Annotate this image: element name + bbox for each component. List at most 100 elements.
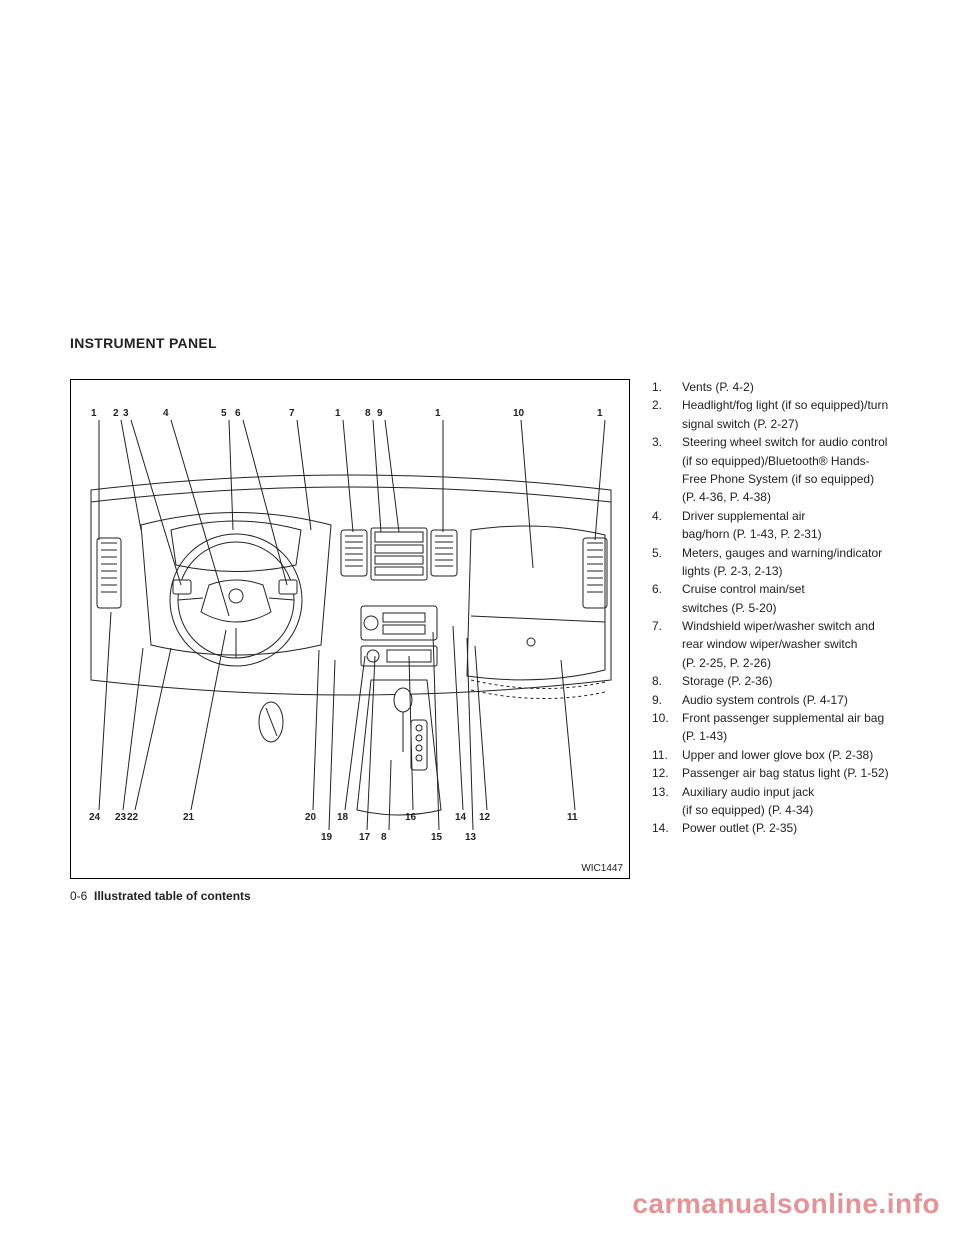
callout-number: 6 [235,408,241,419]
callout-number: 2 [113,408,119,419]
figure-box: 12345671891101 2423222120181614121119178… [70,379,630,879]
legend-text: Power outlet (P. 2-35) [682,820,890,837]
callout-number: 1 [91,408,97,419]
legend-text: Windshield wiper/washer switch and [682,618,890,635]
legend-number: 10. [652,710,682,727]
legend-number: 8. [652,673,682,690]
legend-number: 13. [652,784,682,801]
legend-number [652,416,682,433]
legend-text: switches (P. 5-20) [682,600,890,617]
legend-text: (P. 4-36, P. 4-38) [682,489,890,506]
legend-text: (P. 1-43) [682,728,890,745]
callout-number: 23 [115,812,126,823]
callout-number: 11 [567,812,578,823]
legend-number [652,526,682,543]
legend-text: lights (P. 2-3, 2-13) [682,563,890,580]
legend-text: Vents (P. 4-2) [682,379,890,396]
legend-line: bag/horn (P. 1-43, P. 2-31) [652,526,890,543]
callout-number: 22 [127,812,138,823]
legend-line: Free Phone System (if so equipped) [652,471,890,488]
legend-text: Auxiliary audio input jack [682,784,890,801]
legend-line: 10.Front passenger supplemental air bag [652,710,890,727]
legend-line: 2.Headlight/fog light (if so equipped)/t… [652,397,890,414]
callout-number: 21 [183,812,194,823]
legend-number [652,563,682,580]
legend-text: Driver supplemental air [682,508,890,525]
legend-text: (P. 2-25, P. 2-26) [682,655,890,672]
dashboard-diagram [71,380,631,880]
legend-line: 9.Audio system controls (P. 4-17) [652,692,890,709]
legend-line: 4.Driver supplemental air [652,508,890,525]
legend-line: 5.Meters, gauges and warning/indicator [652,545,890,562]
legend-number: 9. [652,692,682,709]
callout-number: 8 [365,408,371,419]
legend-line: 14.Power outlet (P. 2-35) [652,820,890,837]
legend-column: 1.Vents (P. 4-2)2.Headlight/fog light (i… [652,379,890,903]
legend-number [652,802,682,819]
legend-number: 4. [652,508,682,525]
callout-number: 1 [335,408,341,419]
legend-number: 14. [652,820,682,837]
legend-line: (if so equipped) (P. 4-34) [652,802,890,819]
legend-line: rear window wiper/washer switch [652,636,890,653]
legend-text: Headlight/fog light (if so equipped)/tur… [682,397,890,414]
legend-number: 5. [652,545,682,562]
legend-number: 3. [652,434,682,451]
figure-code: WIC1447 [581,863,623,874]
callout-number: 19 [321,832,332,843]
callout-number: 5 [221,408,227,419]
legend-number [652,636,682,653]
legend-number: 7. [652,618,682,635]
page-number: 0-6 [70,889,87,903]
callout-number: 20 [305,812,316,823]
legend-number: 12. [652,765,682,782]
content-row: 12345671891101 2423222120181614121119178… [70,379,890,903]
legend-text: Upper and lower glove box (P. 2-38) [682,747,890,764]
callout-number: 1 [597,408,603,419]
callout-number: 13 [465,832,476,843]
callout-number: 18 [337,812,348,823]
callout-number: 17 [359,832,370,843]
page-footer: 0-6 Illustrated table of contents [70,889,630,903]
legend-line: 12.Passenger air bag status light (P. 1-… [652,765,890,782]
callout-number: 3 [123,408,129,419]
callout-number: 8 [381,832,387,843]
legend-line: (P. 4-36, P. 4-38) [652,489,890,506]
legend-text: (if so equipped)/Bluetooth® Hands- [682,453,890,470]
legend-number [652,471,682,488]
callout-number: 9 [377,408,383,419]
legend-line: 6.Cruise control main/set [652,581,890,598]
legend-text: Audio system controls (P. 4-17) [682,692,890,709]
legend-number [652,655,682,672]
callout-number: 24 [89,812,100,823]
legend-text: (if so equipped) (P. 4-34) [682,802,890,819]
callout-number: 14 [455,812,466,823]
watermark: carmanualsonline.info [632,1188,940,1220]
legend-line: 3.Steering wheel switch for audio contro… [652,434,890,451]
legend-line: switches (P. 5-20) [652,600,890,617]
legend-number: 1. [652,379,682,396]
legend-text: Cruise control main/set [682,581,890,598]
legend-text: bag/horn (P. 1-43, P. 2-31) [682,526,890,543]
legend-text: Storage (P. 2-36) [682,673,890,690]
callout-number: 10 [513,408,524,419]
legend-number: 6. [652,581,682,598]
legend-number [652,600,682,617]
legend-line: 13.Auxiliary audio input jack [652,784,890,801]
page-content: INSTRUMENT PANEL 12345671891101 24232221… [70,335,890,903]
legend-text: Passenger air bag status light (P. 1-52) [682,765,890,782]
legend-text: Steering wheel switch for audio control [682,434,890,451]
legend-line: 7.Windshield wiper/washer switch and [652,618,890,635]
legend-line: 8.Storage (P. 2-36) [652,673,890,690]
section-title: INSTRUMENT PANEL [70,335,890,351]
legend-text: signal switch (P. 2-27) [682,416,890,433]
figure-column: 12345671891101 2423222120181614121119178… [70,379,630,903]
legend-number: 11. [652,747,682,764]
legend-number [652,453,682,470]
callout-number: 12 [479,812,490,823]
callout-number: 15 [431,832,442,843]
legend-number [652,489,682,506]
footer-title: Illustrated table of contents [94,889,251,903]
legend-text: rear window wiper/washer switch [682,636,890,653]
legend-line: 11.Upper and lower glove box (P. 2-38) [652,747,890,764]
